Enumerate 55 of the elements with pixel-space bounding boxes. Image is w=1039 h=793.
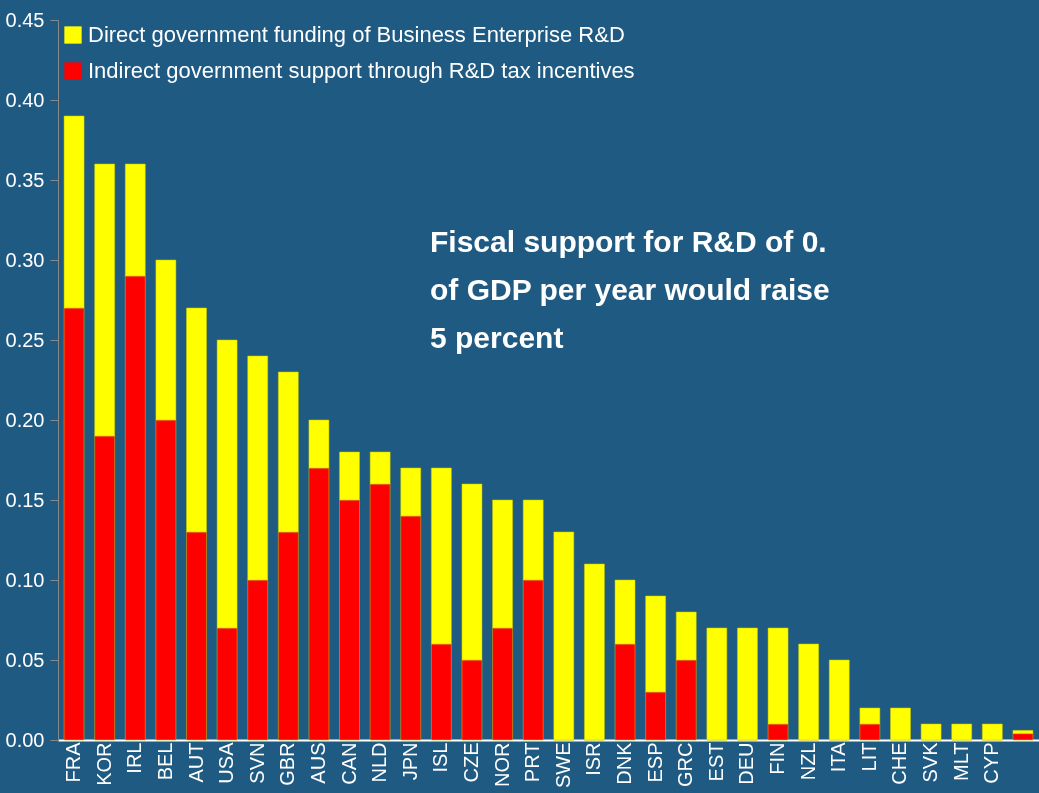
x-tick-label: AUS — [306, 742, 329, 784]
x-tick-label: GRC — [674, 742, 697, 787]
bar — [737, 627, 758, 741]
bar — [584, 563, 605, 741]
y-tick-label: 0.30 — [5, 248, 45, 271]
x-tick-label: NLD — [368, 742, 391, 783]
x-tick-label: SVK — [919, 741, 942, 783]
x-tick-label: GBR — [276, 742, 299, 786]
y-tick-label: 0.10 — [5, 568, 45, 591]
x-tick-label: DEU — [735, 742, 758, 785]
x-tick-label: SVN — [245, 742, 268, 784]
x-tick-label: ISL — [429, 742, 452, 773]
legend-label: Indirect government support through R&D tax incentives — [88, 58, 635, 83]
x-tick-label: USA — [215, 741, 238, 784]
y-tick-label: 0.35 — [5, 168, 45, 191]
x-tick-label: EST — [704, 742, 727, 782]
x-tick-label: IRL — [123, 742, 146, 774]
x-tick-label: FRA — [62, 741, 85, 783]
x-tick-label: CHE — [888, 742, 911, 785]
y-tick-label: 0.20 — [5, 408, 45, 431]
x-tick-label: CZE — [459, 742, 482, 783]
x-tick-label: FIN — [766, 742, 789, 775]
x-tick-label: BEL — [153, 742, 176, 781]
y-tick-label: 0.45 — [5, 8, 45, 31]
y-tick-label: 0.00 — [5, 728, 45, 751]
y-tick-label: 0.05 — [5, 648, 45, 671]
bar — [920, 723, 942, 741]
x-tick-label: DNK — [613, 741, 636, 785]
x-tick-label: PRT — [521, 742, 544, 783]
y-tick-label: 0.40 — [5, 88, 45, 111]
x-tick-label: NOR — [490, 742, 513, 787]
bar — [829, 659, 850, 741]
x-tick-label: CYP — [980, 742, 1003, 784]
x-tick-label: SWE — [551, 742, 574, 789]
bar — [798, 643, 819, 741]
bar — [1012, 733, 1034, 741]
x-tick-label: ESP — [643, 742, 666, 783]
bar — [890, 707, 911, 741]
x-tick-label: CAN — [337, 742, 360, 785]
x-tick-label: JPN — [398, 742, 421, 781]
x-tick-label: LIT — [857, 742, 880, 772]
bar — [982, 723, 1003, 741]
x-tick-label: ISR — [582, 742, 605, 776]
x-tick-label: KOR — [92, 742, 115, 786]
annotation: Fiscal support for R&D of 0. of GDP per year would raise 5 percent — [430, 225, 830, 354]
x-tick-label: AUT — [184, 742, 207, 783]
x-tick-label: MLT — [949, 742, 972, 782]
bar — [553, 531, 575, 741]
x-tick-label: NZL — [796, 742, 819, 781]
y-tick-label: 0.25 — [5, 328, 45, 351]
legend-label: Direct government funding of Business Enterprise R&D — [88, 22, 625, 47]
x-tick-label: ITA — [827, 741, 850, 773]
bar — [706, 627, 728, 741]
bar — [951, 723, 972, 741]
y-tick-label: 0.15 — [5, 488, 45, 511]
